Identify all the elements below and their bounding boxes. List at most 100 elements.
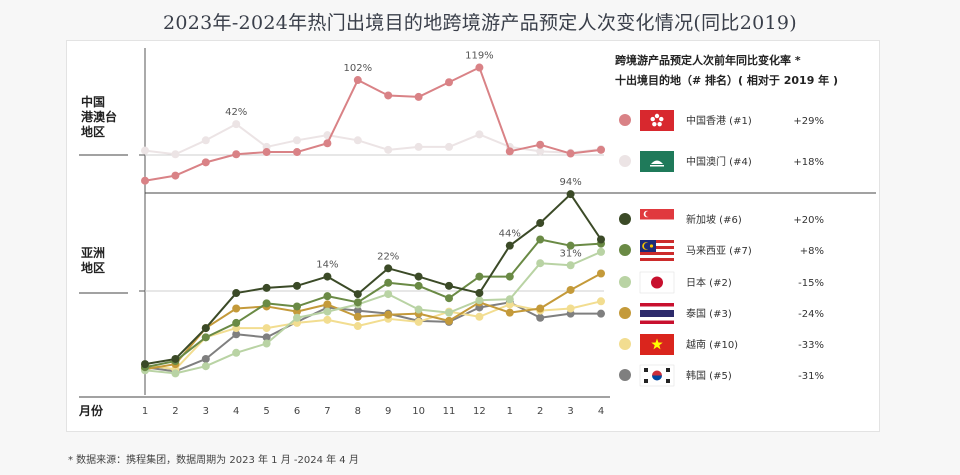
series-line <box>144 250 602 375</box>
vietnam-flag-icon <box>640 334 674 355</box>
legend-swatch <box>619 155 631 167</box>
data-point <box>353 298 362 307</box>
x-tick-label: 4 <box>233 406 239 417</box>
data-point <box>262 299 271 308</box>
x-tick-label: 3 <box>567 406 573 417</box>
legend-change: +18% <box>793 157 824 168</box>
legend-title: 跨境游产品预定人次前年同比变化率 * <box>615 53 801 67</box>
data-point <box>262 283 271 292</box>
data-point <box>445 78 453 87</box>
x-tick-label: 9 <box>385 406 391 417</box>
legend-name: 日本 (#2) <box>686 276 732 289</box>
data-point <box>505 147 514 156</box>
data-point <box>384 290 393 299</box>
data-point <box>445 142 453 151</box>
data-point <box>475 130 484 139</box>
data-point <box>232 289 241 298</box>
data-point <box>536 313 545 322</box>
data-point <box>597 309 605 318</box>
data-label: 22% <box>377 251 399 262</box>
data-point <box>293 148 301 157</box>
legend-name: 中国香港 (#1) <box>686 114 752 127</box>
data-point <box>536 259 545 268</box>
legend-name: 马来西亚 (#7) <box>686 245 752 257</box>
data-point <box>262 148 271 157</box>
legend-change: -15% <box>798 278 824 289</box>
data-point <box>597 297 605 306</box>
legend-change: +8% <box>800 246 824 257</box>
macau-flag-icon <box>640 151 674 172</box>
data-point <box>475 272 484 281</box>
data-point <box>414 142 423 151</box>
data-point <box>353 312 362 321</box>
series-line <box>144 300 602 371</box>
data-point <box>201 324 210 333</box>
data-point <box>323 315 332 324</box>
legend-swatch <box>619 276 631 288</box>
legend-subtitle: 十出境目的地（# 排名）( 相对于 2019 年 ) <box>615 73 838 87</box>
data-label: 14% <box>316 260 338 271</box>
data-point <box>597 145 605 154</box>
x-tick-label: 11 <box>443 406 456 417</box>
data-point <box>445 308 453 317</box>
data-point <box>566 285 575 294</box>
data-label: 119% <box>465 51 494 62</box>
data-point <box>232 120 241 129</box>
data-point <box>475 312 484 321</box>
data-label: 31% <box>559 248 581 259</box>
data-point <box>536 304 545 313</box>
data-point <box>566 241 575 250</box>
data-point <box>597 235 605 244</box>
data-point <box>232 304 241 313</box>
data-point <box>475 296 484 305</box>
x-axis-label: 月份 <box>78 403 104 418</box>
legend-swatch <box>619 369 631 381</box>
section-label-line: 亚洲 <box>81 246 105 260</box>
legend-name: 泰国 (#3) <box>686 307 732 320</box>
legend-item: 中国香港 (#1) +29% <box>619 110 824 131</box>
data-point <box>293 281 301 290</box>
data-point <box>384 278 393 287</box>
data-point <box>384 264 393 273</box>
data-point <box>505 272 514 281</box>
data-point <box>597 247 605 256</box>
series-日本 (#2) <box>141 247 605 378</box>
x-tick-label: 6 <box>294 406 300 417</box>
legend-swatch <box>619 213 631 225</box>
data-point <box>445 281 453 290</box>
legend-swatch <box>619 338 631 350</box>
data-point <box>445 316 453 325</box>
data-point <box>566 190 575 199</box>
data-point <box>414 272 423 281</box>
x-tick-label: 12 <box>473 406 486 417</box>
x-tick-label: 5 <box>263 406 269 417</box>
data-point <box>414 281 423 290</box>
data-point <box>323 307 332 316</box>
data-point <box>201 362 210 371</box>
legend-swatch <box>619 244 631 256</box>
series-line <box>144 238 602 369</box>
legend-change: -24% <box>798 309 824 320</box>
data-point <box>353 290 362 299</box>
legend-change: -33% <box>798 340 824 351</box>
data-point <box>475 289 484 298</box>
data-point <box>293 313 301 322</box>
series-line <box>144 272 602 371</box>
legend-item: 泰国 (#3) -24% <box>619 303 824 324</box>
legend-swatch <box>619 114 631 126</box>
legend-change: -31% <box>798 371 824 382</box>
korea-flag-icon <box>639 364 675 387</box>
legend-item: 越南 (#10) -33% <box>619 334 824 355</box>
x-tick-label: 2 <box>172 406 178 417</box>
data-point <box>171 354 180 363</box>
data-point <box>566 149 575 158</box>
source-note: * 数据来源：携程集团，数据周期为 2023 年 1 月 -2024 年 4 月 <box>68 455 359 466</box>
series-line <box>144 66 602 182</box>
japan-flag-icon <box>639 271 675 294</box>
data-point <box>171 150 180 159</box>
data-point <box>262 324 271 333</box>
data-point <box>171 369 180 378</box>
x-tick-label: 2 <box>537 406 543 417</box>
